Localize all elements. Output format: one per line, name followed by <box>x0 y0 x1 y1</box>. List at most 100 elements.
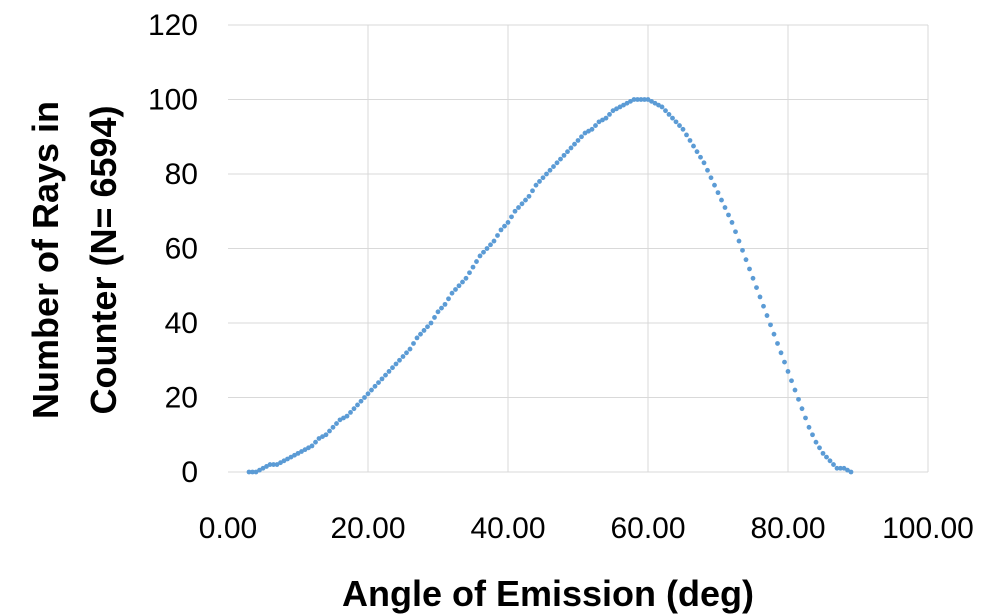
data-point <box>838 465 843 471</box>
data-point <box>516 205 521 210</box>
data-point <box>715 190 721 196</box>
data-point <box>551 164 556 169</box>
data-point <box>526 193 532 199</box>
data-point <box>372 383 378 389</box>
data-point <box>533 182 539 188</box>
x-tick-label: 60.00 <box>610 512 685 545</box>
data-point <box>747 266 752 272</box>
data-point <box>827 458 833 464</box>
data-point <box>687 138 693 143</box>
data-point <box>323 432 329 438</box>
data-point <box>813 439 819 445</box>
data-point <box>729 220 735 225</box>
data-point <box>638 97 644 102</box>
data-point <box>460 279 465 285</box>
data-point <box>733 229 738 235</box>
data-point <box>789 378 794 384</box>
data-point <box>509 214 514 220</box>
data-point <box>523 197 528 203</box>
data-point <box>743 257 749 263</box>
data-point <box>785 369 791 374</box>
data-point <box>348 410 353 415</box>
y-axis-title-line1: Number of Rays in <box>25 101 66 419</box>
data-point <box>754 285 759 291</box>
y-tick-labels: 0 20 40 60 80 100 120 <box>148 9 198 489</box>
data-point <box>663 108 668 114</box>
data-point <box>701 160 707 166</box>
data-point <box>705 167 710 173</box>
data-point <box>330 424 336 430</box>
data-point <box>722 205 728 210</box>
y-axis-title-line2: Counter (N= 6594) <box>83 105 124 414</box>
data-point <box>820 450 826 456</box>
data-point <box>421 328 427 333</box>
data-point <box>309 443 315 449</box>
y-tick-label: 60 <box>165 233 198 266</box>
data-point <box>589 126 595 132</box>
data-point <box>400 354 406 359</box>
data-point <box>778 350 784 356</box>
data-point <box>439 305 444 311</box>
data-point <box>631 97 637 102</box>
x-tick-label: 100.00 <box>882 512 974 545</box>
data-point <box>491 238 497 244</box>
data-point <box>390 365 395 371</box>
data-point <box>267 462 273 467</box>
data-point <box>575 138 581 143</box>
data-point <box>579 134 584 140</box>
data-point <box>393 361 399 367</box>
data-point <box>761 303 766 309</box>
data-point <box>327 428 332 434</box>
data-point <box>782 359 787 365</box>
data-point <box>659 104 665 110</box>
data-point <box>740 247 745 253</box>
data-point <box>817 445 822 451</box>
y-tick-label: 0 <box>181 456 198 489</box>
data-point <box>334 421 339 426</box>
data-point <box>502 223 507 229</box>
data-point <box>453 287 458 292</box>
x-axis-title: Angle of Emission (deg) <box>342 573 754 614</box>
data-point <box>607 112 612 117</box>
data-point <box>565 149 570 155</box>
y-tick-label: 120 <box>148 9 198 42</box>
data-point <box>680 126 686 132</box>
data-point <box>474 259 479 264</box>
data-point <box>481 249 486 255</box>
data-point <box>757 294 763 300</box>
y-tick-label: 40 <box>165 307 198 340</box>
data-point <box>750 275 756 281</box>
data-point <box>407 346 413 352</box>
x-tick-label: 0.00 <box>199 512 257 545</box>
data-point <box>824 454 829 460</box>
data-point <box>519 201 525 207</box>
data-point <box>775 341 780 346</box>
data-point <box>362 395 367 400</box>
data-point <box>425 324 430 330</box>
data-point <box>505 220 511 225</box>
data-point <box>806 424 812 430</box>
data-point <box>365 391 371 397</box>
data-point <box>344 413 350 419</box>
data-point <box>803 415 808 421</box>
data-point <box>558 156 563 162</box>
data-point <box>488 242 493 248</box>
data-point <box>834 465 840 471</box>
data-point <box>355 402 360 408</box>
data-point <box>512 208 518 214</box>
data-point <box>446 296 451 302</box>
data-point <box>442 301 448 307</box>
data-point <box>495 233 500 238</box>
x-tick-label: 20.00 <box>330 512 405 545</box>
horizontal-gridlines <box>228 24 928 473</box>
data-point <box>831 462 836 467</box>
data-point <box>547 167 553 173</box>
data-point <box>411 341 416 346</box>
data-point <box>677 123 682 128</box>
data-point <box>271 462 276 467</box>
data-point <box>477 253 483 259</box>
y-tick-label: 20 <box>165 382 198 415</box>
data-point <box>572 141 577 147</box>
data-point <box>376 380 381 385</box>
